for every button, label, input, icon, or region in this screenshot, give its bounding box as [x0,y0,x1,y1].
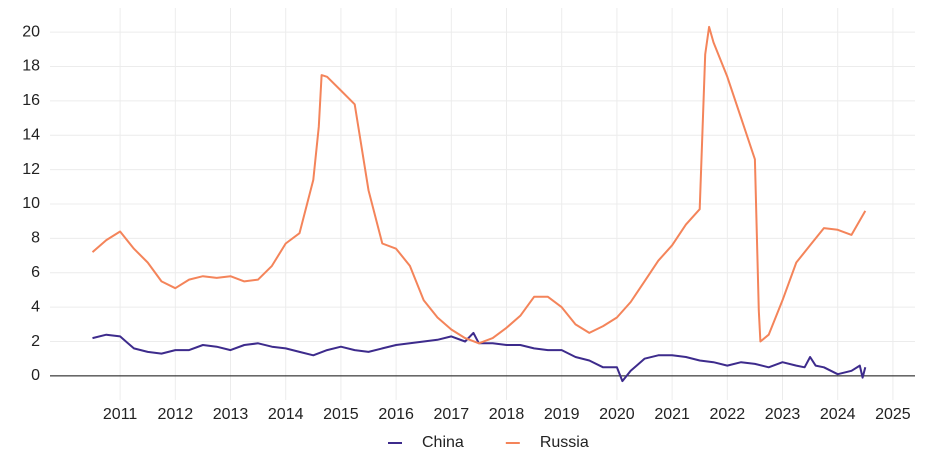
x-tick-label: 2011 [103,406,138,423]
legend-label: China [422,434,464,451]
x-tick-label: 2022 [710,406,746,423]
x-tick-label: 2013 [213,406,249,423]
x-tick-label: 2018 [489,406,525,423]
line-series [91,25,867,345]
x-tick-label: 2014 [268,406,304,423]
y-tick-label: 16 [22,92,40,109]
y-tick-label: 20 [22,23,40,40]
x-tick-label: 2016 [378,406,414,423]
y-tick-label: 12 [22,161,40,178]
x-tick-label: 2012 [158,406,194,423]
y-tick-label: 6 [31,264,40,281]
y-tick-label: 14 [22,126,40,143]
x-tick-label: 2025 [875,406,911,423]
y-tick-label: 10 [22,195,40,212]
x-tick-label: 2024 [820,406,856,423]
y-tick-label: 2 [31,333,40,350]
x-tick-label: 2019 [544,406,580,423]
line-series [92,331,867,383]
y-tick-label: 4 [31,298,40,315]
x-tick-label: 2023 [765,406,801,423]
x-tick-label: 2015 [323,406,359,423]
legend-label: Russia [540,434,589,451]
y-tick-label: 18 [22,58,40,75]
x-tick-label: 2017 [434,406,470,423]
x-tick-label: 2020 [599,406,635,423]
y-tick-label: 0 [31,367,40,384]
x-tick-label: 2021 [654,406,690,423]
y-tick-label: 8 [31,230,40,247]
